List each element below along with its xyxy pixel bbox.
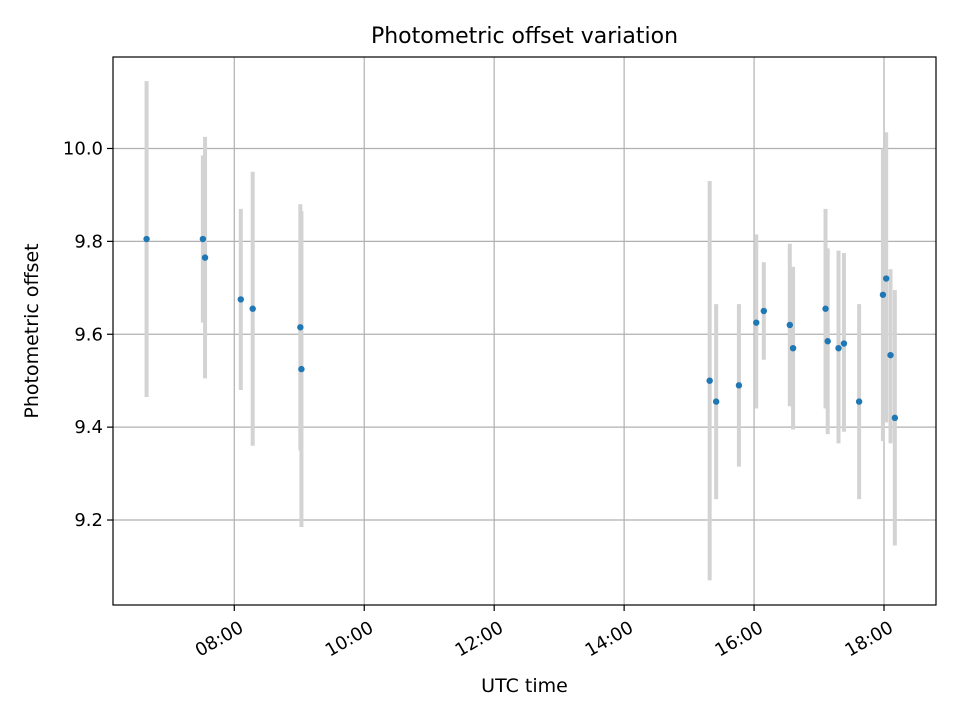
data-point <box>199 235 207 243</box>
data-points <box>143 235 899 422</box>
data-point <box>201 254 209 261</box>
data-point <box>786 321 794 329</box>
data-point <box>735 382 743 389</box>
data-point <box>249 305 256 312</box>
y-tick-label: 9.2 <box>74 510 103 531</box>
y-axis-label: Photometric offset <box>21 243 43 418</box>
plot-frame <box>112 56 937 606</box>
data-point <box>840 340 848 347</box>
y-tick-label: 9.4 <box>74 417 103 438</box>
y-tick-label: 9.8 <box>74 231 103 252</box>
data-point <box>753 319 760 326</box>
data-point <box>706 377 713 384</box>
data-point <box>879 291 887 298</box>
data-point <box>887 351 894 359</box>
y-tick-label: 9.6 <box>74 324 103 345</box>
data-point <box>891 414 899 422</box>
data-point <box>298 365 305 373</box>
data-point <box>297 324 304 331</box>
data-point <box>835 344 842 352</box>
data-point <box>143 235 150 243</box>
data-point <box>789 344 797 352</box>
data-point <box>822 305 829 312</box>
data-point <box>760 307 768 315</box>
data-point <box>824 338 831 345</box>
data-point <box>237 296 244 303</box>
data-point <box>855 398 863 405</box>
x-axis-label: UTC time <box>481 675 568 697</box>
chart-title: Photometric offset variation <box>371 24 678 49</box>
y-tick-label: 10.0 <box>63 138 103 159</box>
data-point <box>882 275 890 282</box>
y-axis: 9.2 9.4 9.6 9.8 10.0 <box>63 138 113 531</box>
data-point <box>712 398 720 405</box>
